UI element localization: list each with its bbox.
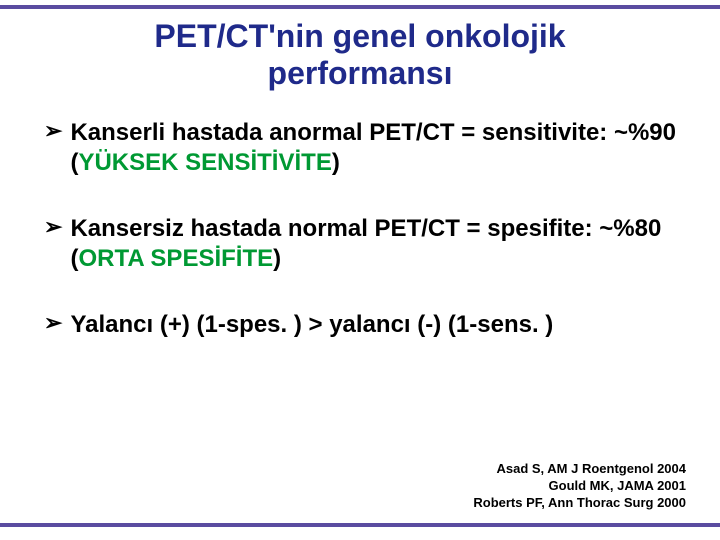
bullet-2: ➢ Kansersiz hastada normal PET/CT = spes… [44, 214, 680, 274]
bottom-rule [0, 523, 720, 527]
content-area: ➢ Kanserli hastada anormal PET/CT = sens… [0, 104, 720, 340]
bullet-1-text: Kanserli hastada anormal PET/CT = sensit… [70, 118, 680, 178]
bullet-3: ➢ Yalancı (+) (1-spes. ) > yalancı (-) (… [44, 310, 680, 340]
bullet-marker-icon: ➢ [44, 118, 62, 144]
bullet-2-text: Kansersiz hastada normal PET/CT = spesif… [70, 214, 680, 274]
bullet-1-highlight: YÜKSEK SENSİTİVİTE [78, 149, 331, 176]
reference-line: Gould MK, JAMA 2001 [473, 478, 686, 495]
title-line1: PET/CT'nin genel onkolojik [154, 18, 565, 54]
bullet-marker-icon: ➢ [44, 214, 62, 240]
bullet-3-pre: Yalancı (+) (1-spes. ) > yalancı (-) (1-… [70, 311, 553, 338]
bullet-1: ➢ Kanserli hastada anormal PET/CT = sens… [44, 118, 680, 178]
reference-line: Asad S, AM J Roentgenol 2004 [473, 461, 686, 478]
title-line2: performansı [268, 55, 453, 91]
top-rule [0, 5, 720, 9]
bullet-3-text: Yalancı (+) (1-spes. ) > yalancı (-) (1-… [70, 310, 680, 340]
reference-line: Roberts PF, Ann Thorac Surg 2000 [473, 495, 686, 512]
slide: PET/CT'nin genel onkolojik performansı ➢… [0, 0, 720, 540]
bullet-1-post: ) [332, 149, 340, 176]
bullet-2-highlight: ORTA SPESİFİTE [78, 245, 273, 272]
bullet-marker-icon: ➢ [44, 310, 62, 336]
references: Asad S, AM J Roentgenol 2004 Gould MK, J… [473, 461, 686, 512]
slide-title: PET/CT'nin genel onkolojik performansı [0, 0, 720, 104]
bullet-2-post: ) [273, 245, 281, 272]
